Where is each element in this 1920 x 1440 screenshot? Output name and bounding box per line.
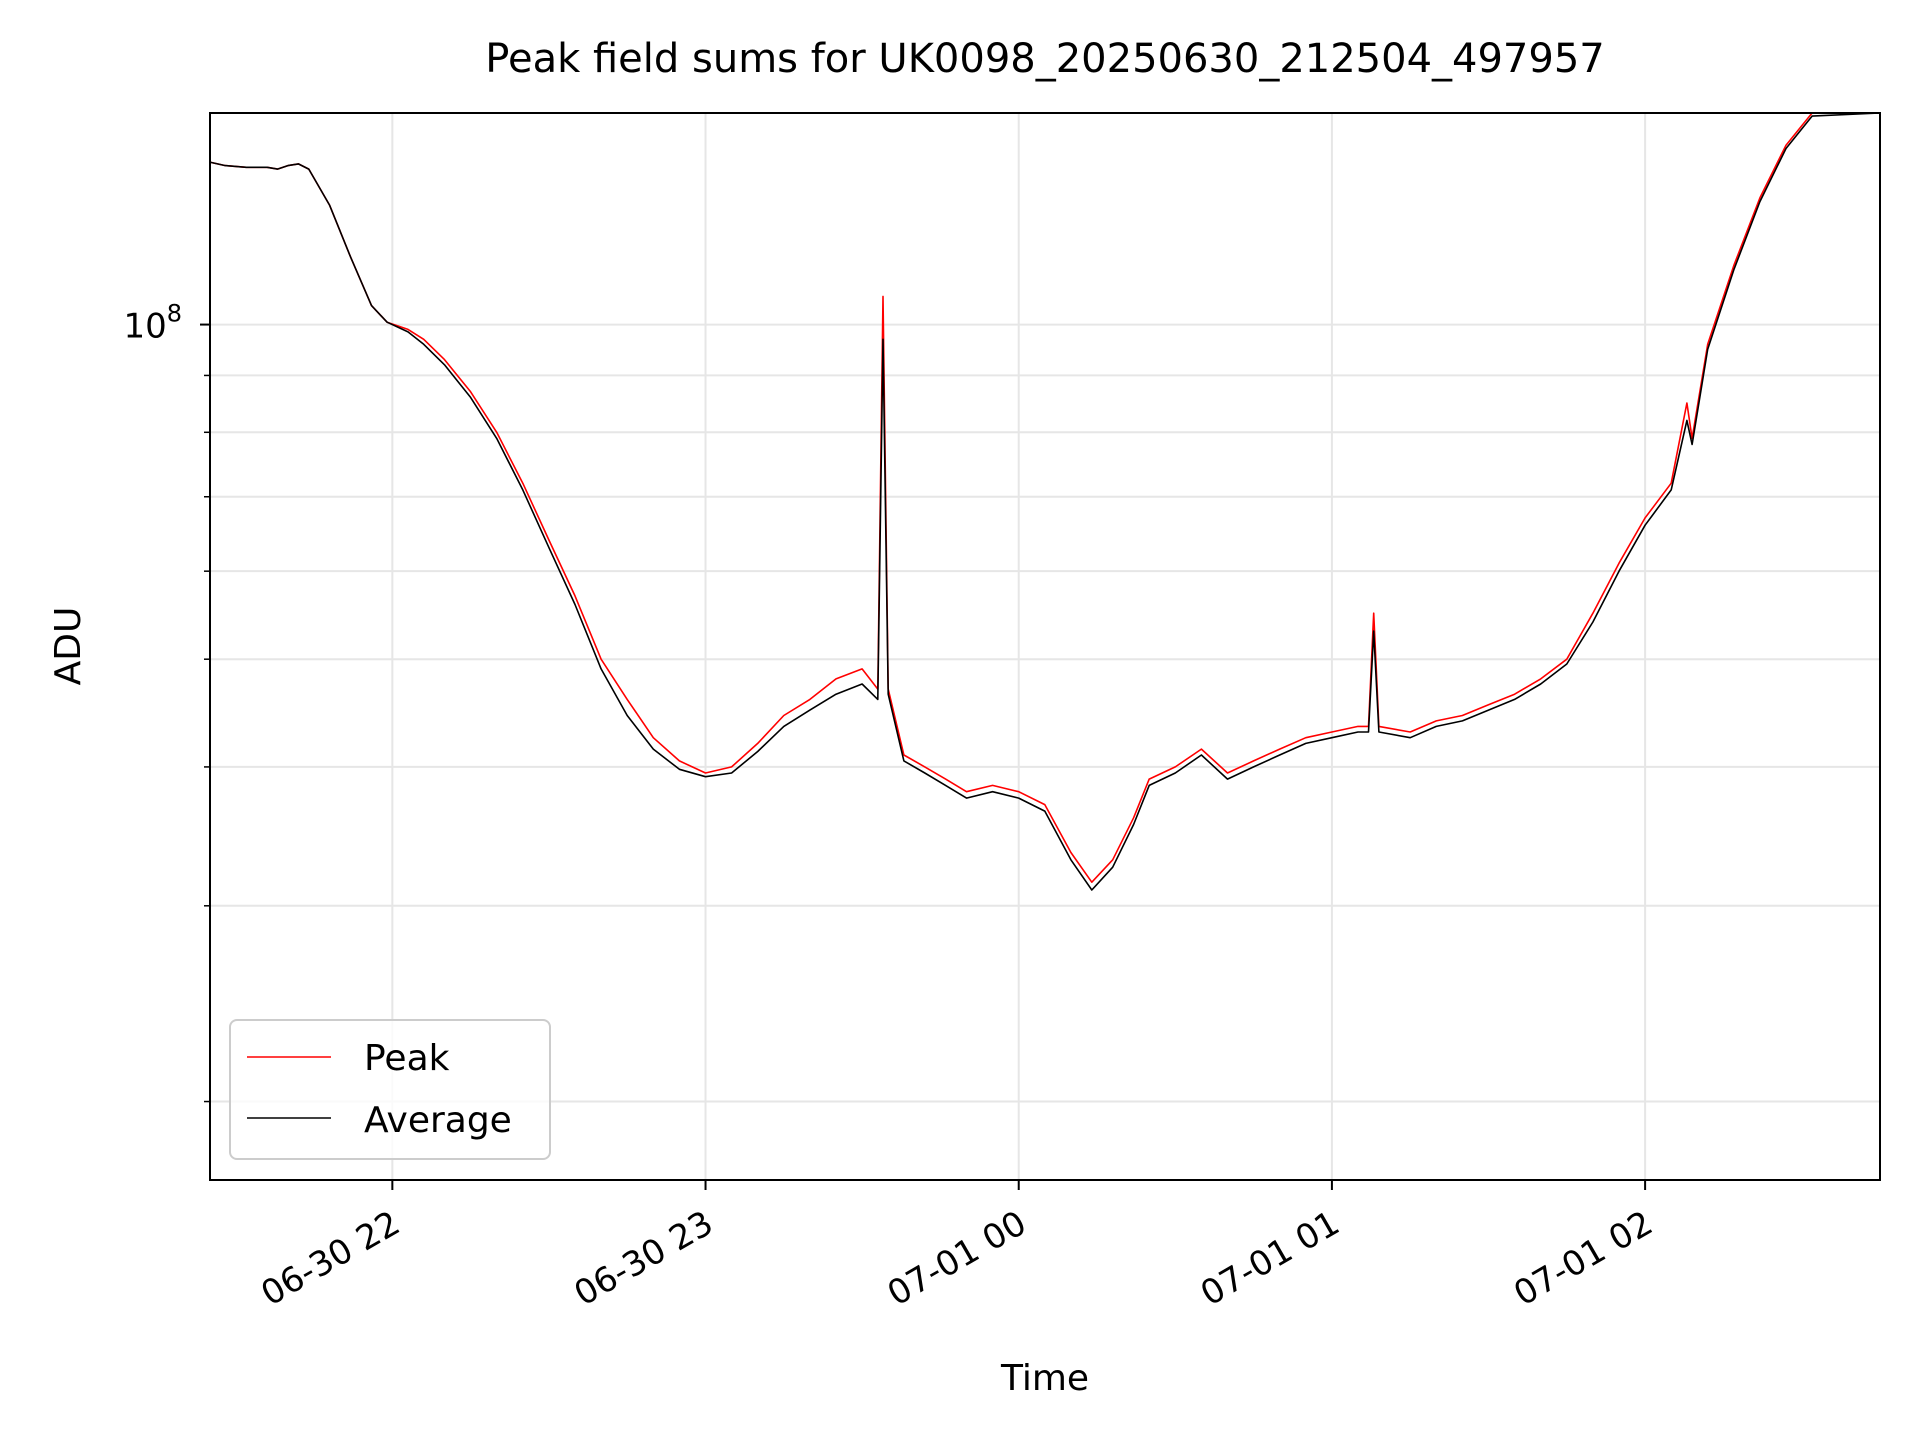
grid-lines <box>210 113 1880 1180</box>
series-lines <box>209 112 1881 891</box>
y-tick-label: 108 <box>123 300 182 347</box>
plot-frame <box>209 112 1881 1181</box>
y-tick-label-exponent: 8 <box>167 300 182 328</box>
legend-label-average: Average <box>364 1100 512 1141</box>
series-line-peak <box>209 112 1880 884</box>
chart-title: Peak field sums for UK0098_20250630_2125… <box>485 36 1604 82</box>
x-axis-label: Time <box>1000 1358 1089 1399</box>
y-axis-label: ADU <box>48 607 89 686</box>
y-axis-ticks: 108 <box>123 300 210 1103</box>
legend: Peak Average <box>229 1019 551 1160</box>
y-tick-label-base: 10 <box>123 307 166 347</box>
series-line-average <box>209 112 1881 891</box>
legend-frame <box>229 1019 551 1160</box>
legend-label-peak: Peak <box>364 1038 450 1079</box>
